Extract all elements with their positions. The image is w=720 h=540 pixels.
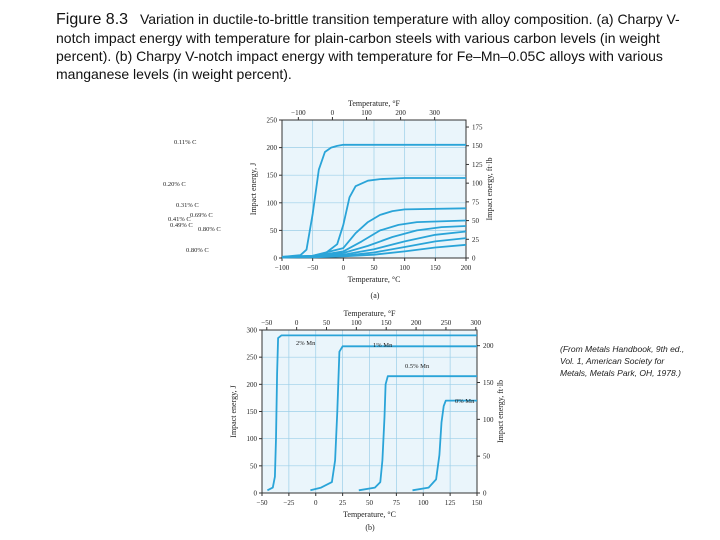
y-tick-label: 50 [250,462,258,470]
x-tick-label: −25 [283,499,294,507]
y-axis-title: Impact energy, J [249,163,258,215]
x-tick-label: 0 [342,264,346,272]
x-tick-label: 0 [314,499,318,507]
x-tick-label: −50 [307,264,318,272]
series-line [412,399,477,492]
y-tick-label: 150 [267,172,278,180]
series-line [281,143,466,258]
x2-tick-label: −50 [261,319,272,327]
y-tick-label: 100 [247,435,258,443]
y-tick-label: 150 [247,408,258,416]
y-tick-label: 200 [247,381,258,389]
x-tick-label: 25 [339,499,347,507]
series-line [266,334,477,492]
x-tick-label: −50 [257,499,268,507]
y2-axis-title: Impact energy, ft·lb [496,380,505,443]
x-tick-label: 150 [472,499,483,507]
x2-axis-title: Temperature, °F [344,309,397,318]
x-tick-label: 100 [418,499,429,507]
x-axis-title: Temperature, °C [348,275,401,284]
x2-tick-label: 0 [295,319,299,327]
x-tick-label: 100 [399,264,410,272]
x-tick-label: 50 [371,264,379,272]
chart-panel-a: −100 −50 0 50 100 150 200−100 0 100 200 3000501001… [163,99,494,300]
y2-tick-label: 50 [472,217,480,225]
x2-tick-label: 100 [351,319,362,327]
x-tick-label: 50 [366,499,374,507]
figure-caption-text: Variation in ductile-to-brittle transiti… [56,11,680,82]
x2-axis-title: Temperature, °F [348,99,401,108]
y2-tick-label: 0 [483,490,487,498]
y2-tick-label: 75 [472,198,480,206]
y2-tick-label: 200 [483,342,494,350]
figure-label: Figure 8.3 [56,11,129,28]
series-label: 0.20% C [163,181,186,188]
x-tick-label: −100 [275,264,290,272]
y2-tick-label: 150 [483,379,494,387]
x2-tick-label: 200 [395,109,406,117]
x2-tick-label: 200 [411,319,422,327]
x-tick-label: 75 [393,499,401,507]
x2-tick-label: 0 [331,109,335,117]
figure-caption: Figure 8.3 Variation in ductile-to-britt… [56,10,696,83]
y-axis-title: Impact energy, J [229,385,238,437]
series-label: 0.80% C [186,247,209,254]
series-label: 0.49% C [170,222,193,229]
y-tick-label: 300 [247,327,258,335]
y2-tick-label: 0 [472,255,476,263]
series-label: 0.41% C [168,216,191,223]
y2-tick-label: 125 [472,161,483,169]
y2-tick-label: 100 [483,416,494,424]
x2-tick-label: 150 [381,319,392,327]
series-label: 0.31% C [176,202,199,209]
series-label: 0.80% C [198,226,221,233]
series-line [281,207,467,258]
x2-tick-label: −100 [291,109,306,117]
x-tick-label: 200 [461,264,472,272]
source-note: (From Metals Handbook, 9th ed., Vol. 1, … [560,344,685,378]
panel-label: (b) [365,523,375,532]
x-tick-label: 150 [430,264,441,272]
y-tick-label: 200 [267,144,278,152]
x2-tick-label: 50 [323,319,331,327]
series-label: 0.69% C [190,212,213,219]
y2-tick-label: 50 [483,453,491,461]
series-line [282,243,467,259]
series-label: 2% Mn [296,340,316,347]
x2-tick-label: 250 [441,319,452,327]
series-line [310,345,477,492]
panel-label: (a) [371,291,380,300]
series-label: 0.11% C [174,139,197,146]
y2-tick-label: 25 [472,236,480,244]
x-axis-title: Temperature, °C [343,510,396,519]
y2-tick-label: 175 [472,124,483,132]
y2-tick-label: 100 [472,180,483,188]
x2-tick-label: 100 [361,109,372,117]
series-line [358,375,477,492]
y-tick-label: 100 [267,199,278,207]
y-tick-label: 50 [270,227,278,235]
y2-tick-label: 150 [472,142,483,150]
series-label: 1% Mn [373,342,393,349]
y-tick-label: 250 [267,117,278,125]
x2-tick-label: 300 [471,319,482,327]
y-tick-label: 0 [274,255,278,263]
series-label: 0% Mn [455,398,475,405]
x-tick-label: 125 [445,499,456,507]
x2-tick-label: 300 [429,109,440,117]
y-tick-label: 250 [247,354,258,362]
y-tick-label: 0 [254,490,258,498]
chart-panel-b: −50 −25 0 25 50 75 100 125 150−50 0 50 100 150 200 250… [229,309,505,532]
series-label: 0.5% Mn [405,363,430,370]
y2-axis-title: Impact energy, ft·lb [485,157,494,220]
